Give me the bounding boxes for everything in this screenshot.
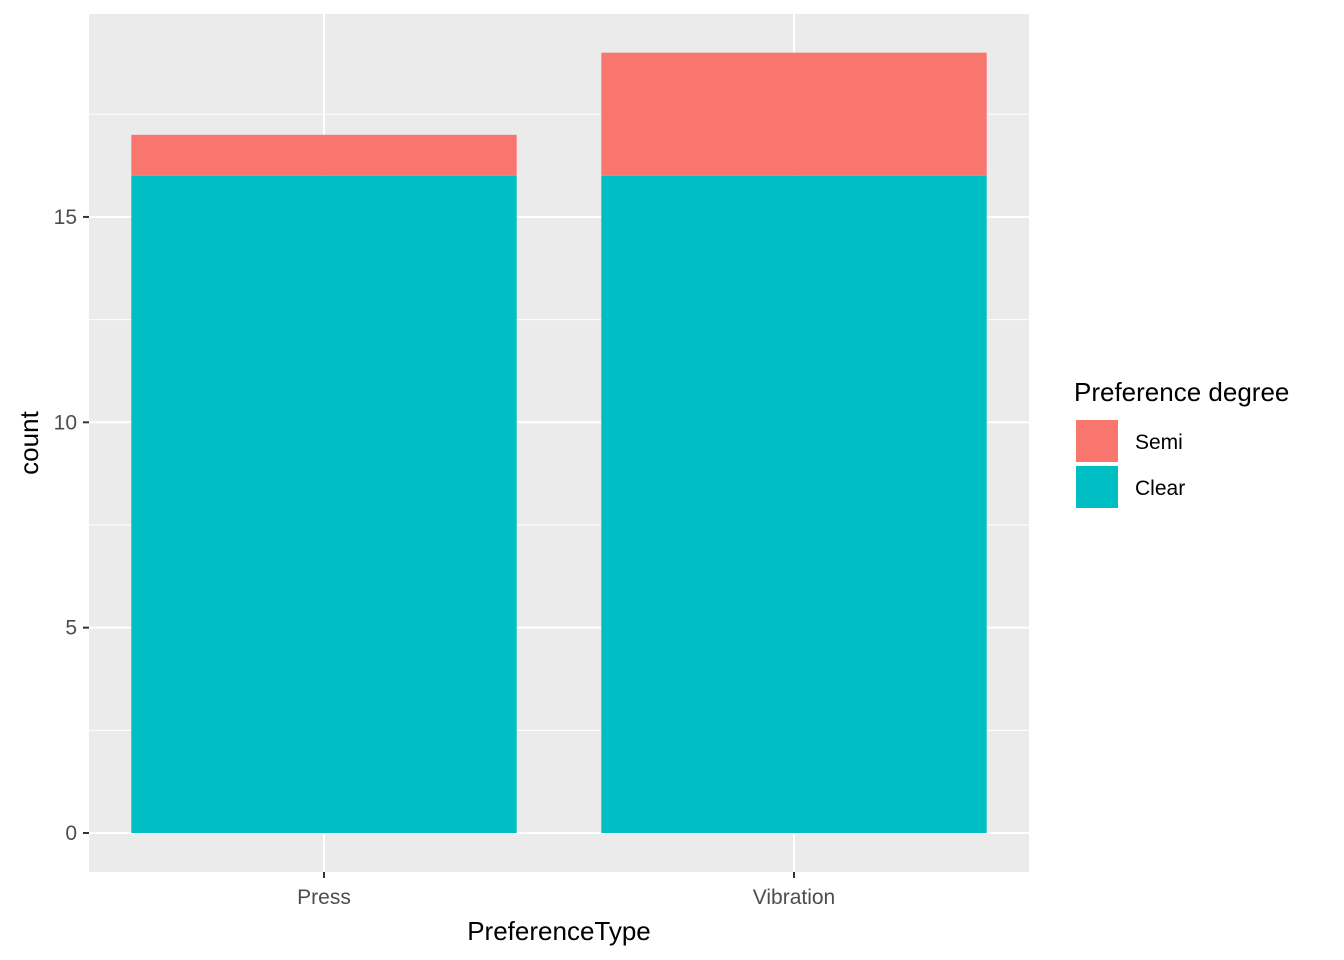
y-tick-label: 15 [54,206,77,229]
legend-label-clear: Clear [1135,477,1185,500]
y-axis: 0 5 10 15 [54,206,89,845]
y-tick-label: 5 [65,617,77,640]
bar-semi-press [131,134,517,176]
legend-key-semi [1076,420,1118,462]
legend-label-semi: Semi [1135,431,1183,454]
bars [131,52,987,833]
y-tick-label: 0 [65,822,77,845]
x-tick-label: Vibration [753,886,836,909]
y-axis-title: count [14,410,44,474]
legend: Preference degree Semi Clear [1074,377,1289,508]
legend-title: Preference degree [1074,377,1289,407]
bar-clear-press [131,175,517,833]
x-axis: Press Vibration [297,872,835,909]
legend-entries: Semi Clear [1076,420,1185,508]
bar-clear-vibration [601,175,987,833]
legend-key-clear [1076,466,1118,508]
x-axis-title: PreferenceType [467,916,651,946]
bar-semi-vibration [601,52,987,176]
x-tick-label: Press [297,886,351,909]
y-tick-label: 10 [54,411,77,434]
